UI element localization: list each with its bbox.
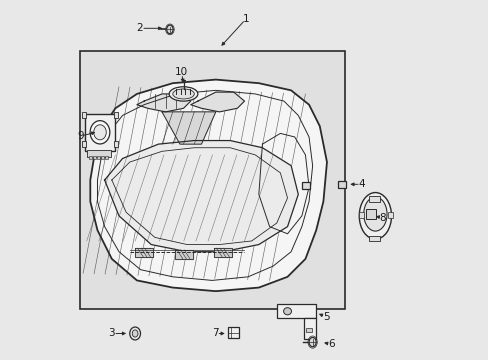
- Text: 8: 8: [379, 213, 385, 222]
- Bar: [368, 197, 379, 202]
- Bar: [80, 51, 344, 309]
- Ellipse shape: [172, 89, 194, 99]
- Bar: [305, 328, 311, 332]
- Text: 2: 2: [136, 23, 143, 33]
- Ellipse shape: [129, 327, 140, 340]
- Ellipse shape: [94, 125, 106, 140]
- Bar: [82, 140, 86, 147]
- Ellipse shape: [169, 87, 198, 101]
- Bar: [114, 140, 118, 147]
- Text: 4: 4: [358, 179, 365, 189]
- Bar: [368, 236, 379, 241]
- Polygon shape: [137, 94, 190, 112]
- Bar: [366, 210, 376, 220]
- Bar: [82, 112, 86, 118]
- Bar: [114, 112, 118, 118]
- Text: 7: 7: [211, 328, 218, 338]
- Polygon shape: [174, 250, 192, 259]
- Bar: [93, 156, 96, 159]
- Text: 3: 3: [108, 328, 115, 338]
- Bar: [338, 181, 346, 188]
- Bar: [359, 212, 364, 218]
- Bar: [105, 156, 108, 159]
- Bar: [97, 156, 100, 159]
- Ellipse shape: [283, 308, 291, 315]
- Bar: [276, 305, 316, 318]
- Polygon shape: [162, 112, 215, 144]
- Bar: [301, 182, 309, 189]
- Ellipse shape: [90, 121, 110, 144]
- Bar: [303, 318, 316, 338]
- Polygon shape: [214, 248, 231, 257]
- Bar: [89, 156, 92, 159]
- Text: 5: 5: [322, 312, 329, 322]
- Text: 1: 1: [243, 14, 249, 24]
- Bar: [85, 114, 115, 151]
- Ellipse shape: [132, 330, 138, 337]
- Ellipse shape: [363, 197, 386, 231]
- Text: 10: 10: [175, 67, 188, 77]
- Ellipse shape: [308, 337, 316, 347]
- Text: 9: 9: [77, 131, 83, 141]
- Ellipse shape: [166, 25, 173, 34]
- Polygon shape: [90, 80, 326, 291]
- Text: 6: 6: [327, 339, 334, 349]
- Polygon shape: [135, 248, 153, 257]
- Ellipse shape: [359, 193, 391, 239]
- Polygon shape: [104, 140, 298, 252]
- Polygon shape: [190, 92, 244, 112]
- Bar: [101, 156, 104, 159]
- Bar: [87, 150, 110, 157]
- Bar: [228, 327, 239, 338]
- Bar: [387, 212, 392, 218]
